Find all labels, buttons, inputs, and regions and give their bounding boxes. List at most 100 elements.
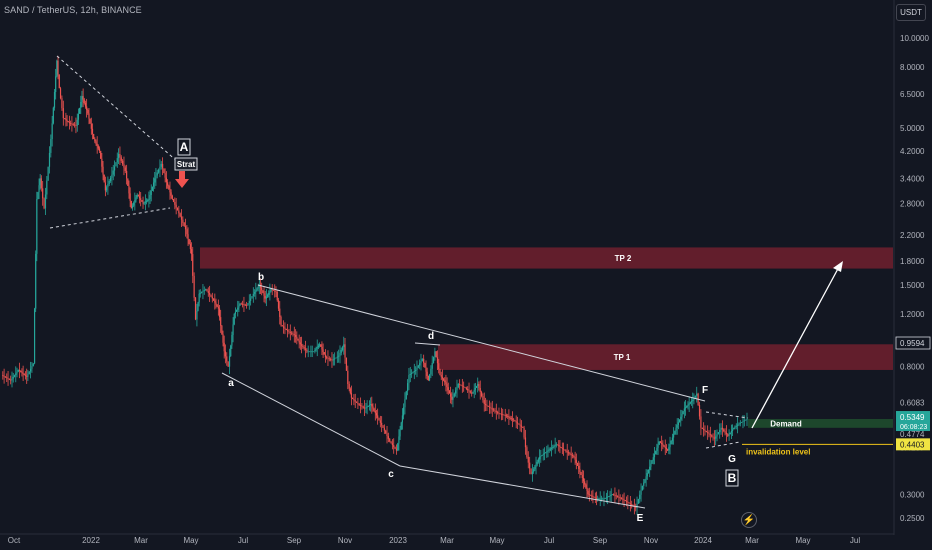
candle-body — [460, 384, 462, 386]
candle-body — [82, 96, 84, 100]
candle-body — [38, 185, 40, 193]
candle-body — [107, 184, 109, 188]
candle-body — [489, 406, 491, 408]
candle-body — [618, 496, 620, 498]
candle-body — [738, 423, 740, 425]
candle-body — [135, 197, 137, 201]
y-tick-label: 2.2000 — [900, 231, 925, 240]
wave-label-c: c — [388, 469, 394, 480]
candle-body — [696, 393, 698, 396]
candle-body — [415, 369, 417, 371]
candle-body — [622, 498, 624, 500]
candle-body — [259, 284, 262, 288]
candle-body — [154, 178, 156, 183]
candle-body — [281, 325, 283, 327]
candle-body — [202, 291, 204, 293]
candle-body — [671, 437, 674, 441]
candle-body — [142, 201, 144, 204]
candle-body — [739, 422, 741, 424]
candle-body — [700, 416, 702, 428]
candle-body — [310, 351, 312, 353]
y-tick-label: 0.4774 — [900, 430, 925, 439]
candle-body — [652, 457, 654, 461]
candle-body — [692, 399, 694, 402]
candle-body — [90, 123, 92, 129]
candle-body — [456, 387, 458, 391]
candle-body — [405, 391, 407, 400]
candle-body — [317, 345, 320, 348]
symbol-title[interactable]: SAND / TetherUS, 12h, BINANCE — [4, 5, 142, 15]
candle-body — [580, 471, 582, 475]
candle-body — [151, 186, 154, 191]
x-tick-label: Sep — [287, 536, 302, 545]
candle-body — [640, 490, 642, 495]
candle-body — [484, 404, 487, 405]
candle-body — [573, 455, 575, 457]
candle-body — [707, 432, 709, 434]
d-marker-line — [414, 342, 441, 346]
candle-body — [613, 494, 615, 496]
candle-body — [279, 308, 281, 317]
candle-body — [665, 447, 668, 450]
candle-body — [234, 311, 237, 314]
candle-body — [141, 200, 143, 202]
candle-body — [441, 376, 444, 379]
candle-body — [33, 308, 36, 364]
candle-body — [578, 465, 580, 469]
candle-body — [171, 195, 173, 200]
candle-body — [104, 182, 106, 191]
tradingview-logo-icon[interactable]: ⚡ — [741, 512, 757, 528]
candle-body — [213, 298, 215, 301]
candle-body — [237, 307, 239, 310]
candle-body — [306, 349, 308, 352]
candle-body — [587, 491, 589, 495]
candle-body — [644, 479, 646, 483]
y-tick-label: 4.2000 — [900, 147, 925, 156]
candle-body — [663, 445, 665, 447]
candle-body — [499, 413, 501, 415]
candle-body — [514, 420, 516, 422]
candle-body — [412, 371, 414, 374]
candle-body — [395, 448, 397, 451]
candle-body — [377, 415, 379, 418]
candle-body — [742, 421, 744, 423]
candle-body — [311, 351, 313, 353]
candle-body — [729, 432, 731, 435]
candle-body — [389, 438, 391, 442]
candle-body — [345, 357, 348, 371]
candle-body — [264, 295, 266, 299]
candle-body — [662, 444, 664, 446]
candle-body — [469, 391, 471, 393]
candle-body — [214, 300, 216, 303]
candle-body — [268, 292, 270, 295]
candle-body — [37, 192, 39, 200]
candle-body — [627, 501, 629, 503]
candle-body — [131, 205, 134, 209]
candle-body — [27, 374, 29, 377]
candle-body — [288, 331, 290, 333]
candle-body — [193, 275, 195, 298]
candle-body — [105, 187, 108, 191]
candle-body — [649, 466, 651, 470]
candle-body — [447, 387, 449, 391]
candle-body — [535, 464, 537, 467]
candle-body — [745, 419, 747, 421]
candle-body — [284, 327, 286, 329]
candle-body — [222, 334, 224, 343]
candle-body — [192, 254, 194, 276]
currency-button[interactable]: USDT — [896, 4, 926, 21]
candle-body — [228, 356, 231, 367]
candle-body — [365, 407, 367, 409]
candle-body — [594, 497, 596, 499]
candle-body — [611, 494, 614, 496]
candle-body — [536, 461, 538, 465]
candle-body — [144, 201, 146, 203]
candle-body — [198, 293, 200, 303]
candle-body — [475, 385, 478, 388]
candle-body — [457, 384, 459, 388]
candle-body — [178, 210, 180, 214]
candle-body — [615, 495, 617, 497]
candle-body — [358, 404, 360, 405]
